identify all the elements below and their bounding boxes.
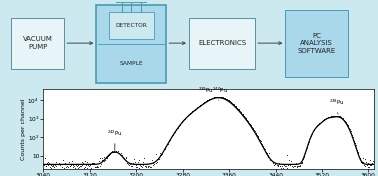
Text: ELECTRONICS: ELECTRONICS [198, 40, 246, 46]
Bar [285, 10, 348, 77]
Y-axis label: Counts per channel: Counts per channel [21, 98, 26, 160]
Text: PC
ANALYSIS
SOFTWARE: PC ANALYSIS SOFTWARE [297, 33, 336, 54]
Bar [189, 18, 255, 69]
Bar [96, 5, 166, 83]
Text: $^{242}$Pu: $^{242}$Pu [107, 129, 123, 150]
Text: $^{238}$Pu: $^{238}$Pu [328, 98, 344, 114]
Text: VACUUM
PUMP: VACUUM PUMP [23, 36, 53, 50]
Bar [11, 18, 64, 69]
Text: DETECTOR: DETECTOR [115, 23, 147, 28]
Text: SAMPLE: SAMPLE [119, 61, 143, 66]
Text: $^{239}$Pu$^{240}$Pu: $^{239}$Pu$^{240}$Pu [198, 86, 228, 100]
Bar [109, 12, 154, 39]
